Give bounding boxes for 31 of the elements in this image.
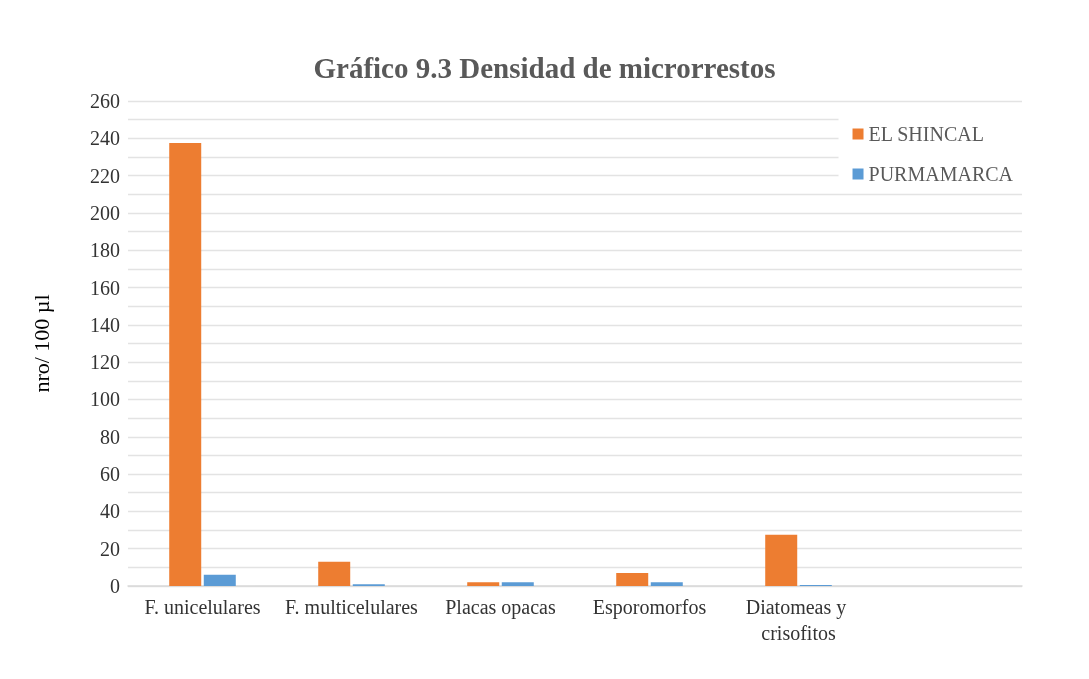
y-tick-label: 160	[90, 276, 120, 299]
bar	[318, 561, 351, 586]
legend-label: PURMAMARCA	[868, 163, 1014, 185]
y-tick-label: 220	[90, 164, 120, 187]
bar	[169, 142, 202, 586]
y-tick-label: 60	[100, 463, 120, 486]
y-axis-title: nro/ 100 µl	[28, 294, 54, 393]
y-tick-label: 180	[90, 239, 120, 262]
bar	[616, 572, 649, 586]
bar	[765, 534, 798, 586]
y-tick-label: 200	[90, 201, 120, 224]
bar	[467, 582, 500, 586]
y-tick-label: 260	[90, 90, 120, 112]
y-tick-label: 140	[90, 313, 120, 336]
bar	[203, 574, 236, 586]
x-tick-label: Placas opacas	[445, 596, 556, 619]
y-tick-label: 240	[90, 127, 120, 150]
bar	[650, 582, 683, 586]
x-tick-label: F. unicelulares	[144, 596, 261, 618]
y-tick-label: 20	[100, 537, 120, 560]
x-tick-label: Esporomorfos	[592, 596, 707, 619]
y-tick-label: 120	[90, 351, 120, 374]
x-tick-label: F. multicelulares	[285, 596, 419, 618]
y-tick-label: 40	[100, 500, 120, 523]
bar	[501, 582, 534, 586]
legend-label: EL SHINCAL	[868, 123, 984, 145]
chart-title: Gráfico 9.3 Densidad de microrrestos	[313, 51, 776, 84]
y-tick-label: 100	[90, 388, 120, 411]
y-tick-label: 80	[100, 425, 120, 448]
x-tick-label: Diatomeas y crisofitos	[745, 596, 852, 644]
y-tick-label: 0	[110, 575, 120, 597]
